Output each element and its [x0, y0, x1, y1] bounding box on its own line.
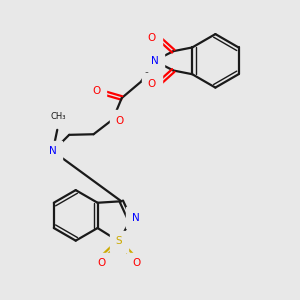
Text: O: O	[93, 86, 101, 96]
Text: O: O	[133, 258, 141, 268]
Text: O: O	[115, 116, 124, 126]
Text: S: S	[116, 236, 122, 246]
Text: CH₃: CH₃	[50, 112, 66, 122]
Text: O: O	[148, 79, 156, 89]
Text: O: O	[97, 258, 105, 268]
Text: N: N	[151, 56, 158, 66]
Text: N: N	[49, 146, 57, 156]
Text: N: N	[132, 213, 140, 223]
Text: O: O	[148, 33, 156, 43]
